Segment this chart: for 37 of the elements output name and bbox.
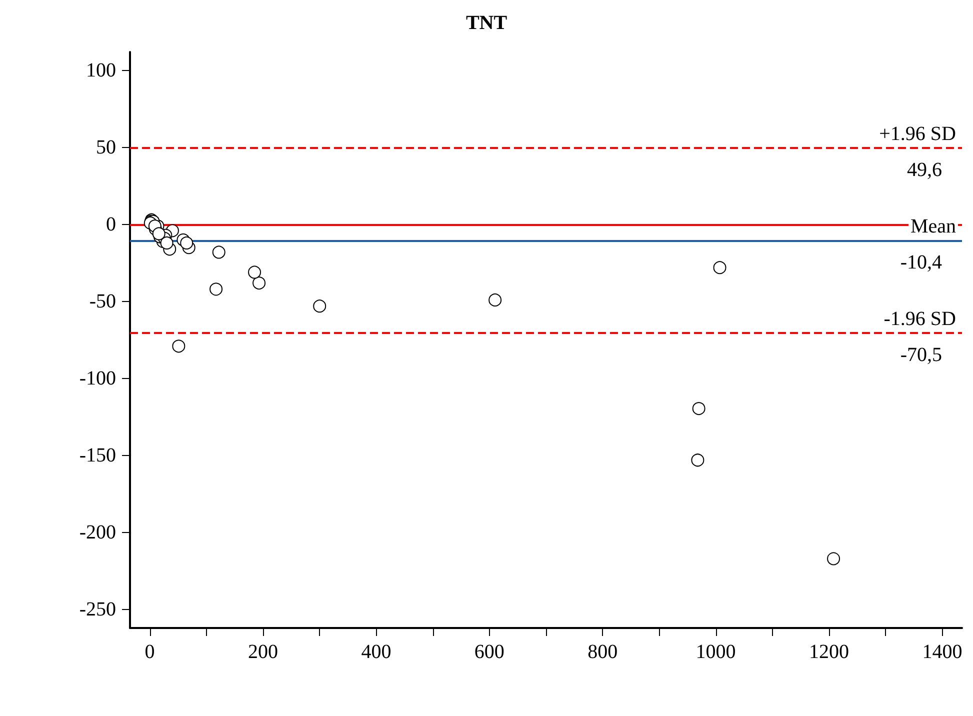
point	[713, 261, 726, 274]
ref-line-label: +1.96 SD	[879, 123, 956, 146]
ref-line-label: -1.96 SD	[884, 308, 956, 330]
annotation: 49,6	[907, 159, 942, 182]
x-tick-label: 0	[144, 641, 155, 663]
point	[210, 282, 223, 296]
y-tick-label: 0	[106, 213, 116, 236]
point	[248, 266, 262, 279]
point	[488, 293, 502, 306]
point	[691, 454, 704, 467]
annotation: -10,4	[900, 252, 942, 274]
y-tick-label: -150	[79, 444, 116, 467]
x-tick-label: 800	[588, 641, 618, 663]
y-tick-label: -50	[89, 290, 116, 312]
point	[180, 236, 194, 250]
point	[160, 236, 174, 250]
point	[313, 300, 326, 313]
x-tick-label: 600	[474, 641, 504, 663]
y-tick-label: -250	[79, 598, 116, 621]
point	[172, 340, 186, 353]
x-tick-label: 1200	[808, 641, 849, 663]
point	[827, 552, 840, 566]
x-tick-label: 400	[361, 641, 392, 663]
point	[692, 402, 706, 416]
y-tick-label: -100	[79, 368, 116, 390]
x-tick-label: 200	[248, 641, 278, 663]
x-tick-label: 1000	[696, 641, 736, 663]
ref-line-label: Mean	[910, 216, 956, 238]
chart-title: TNT	[466, 12, 508, 34]
y-tick-label: -200	[79, 522, 116, 544]
annotation: -70,5	[900, 344, 942, 366]
y-tick-label: 50	[96, 136, 116, 158]
point	[252, 276, 266, 290]
x-tick-label: 1400	[922, 641, 962, 663]
point	[212, 246, 226, 259]
point	[152, 227, 166, 240]
y-tick-label: 100	[86, 59, 116, 82]
